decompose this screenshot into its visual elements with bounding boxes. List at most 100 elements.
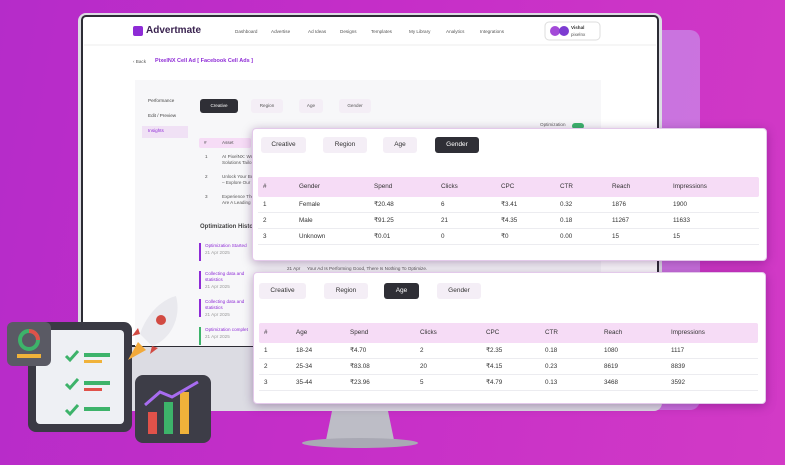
tab[interactable]: Creative [261, 137, 306, 153]
nav-item[interactable]: My Library [409, 29, 431, 34]
history-label: Collecting data and [205, 271, 245, 276]
header-cell: Clicks [420, 329, 437, 336]
tab[interactable]: Region [251, 99, 283, 113]
back-link[interactable]: ‹ Back [133, 59, 147, 64]
asset-text: Solutions Tailo [222, 160, 252, 165]
tab[interactable]: Age [383, 137, 417, 153]
tab[interactable]: Age [299, 99, 323, 113]
table-cell: 2 [264, 363, 268, 370]
header-cell: Spend [374, 183, 393, 190]
sidebar-active [142, 126, 188, 138]
history-bar [199, 327, 201, 345]
sidebar-item[interactable]: Edit / Preview [148, 113, 177, 118]
row-divider [258, 228, 759, 229]
asset-text: Experience The [222, 194, 255, 199]
history-bar [199, 299, 201, 317]
asset-header-cell: # [204, 140, 207, 145]
header-cell: # [264, 329, 268, 336]
row-divider [258, 212, 759, 213]
table-cell: 3 [263, 233, 267, 240]
tab[interactable]: Creative [200, 99, 238, 113]
table-cell: 0.00 [560, 233, 573, 240]
asset-num: 1 [205, 154, 208, 159]
header-cell: Impressions [673, 183, 707, 190]
asset-text: AI PixelNX: Wo [222, 154, 254, 159]
table-cell: 0.23 [545, 363, 558, 370]
table-cell: 0.13 [545, 379, 558, 386]
table-cell: Female [299, 201, 320, 208]
nav-item[interactable]: Analytics [446, 29, 465, 34]
history-date: 21 Apr 2025 [205, 284, 230, 289]
nav-item[interactable]: Ad Ideas [308, 29, 327, 34]
header-cell: Clicks [441, 183, 458, 190]
history-bar [199, 243, 201, 261]
nav-item[interactable]: Advertise [271, 29, 291, 34]
history-title: Optimization Histo [200, 224, 253, 230]
table-cell: 8619 [604, 363, 619, 370]
history-text: Your Ad Is Performing Good, There Is Not… [307, 266, 428, 271]
header-cell: Age [296, 329, 308, 336]
table-cell: ₹0.01 [374, 233, 391, 240]
table-cell: 21 [441, 217, 449, 224]
header-cell: Gender [299, 183, 321, 190]
tab[interactable]: Creative [259, 283, 306, 299]
row-divider [259, 374, 758, 375]
user-name: Vishal [571, 25, 585, 30]
table-cell: ₹23.96 [350, 379, 370, 386]
optimization-label: Optimization [540, 122, 566, 127]
history-label: statistics [205, 305, 223, 310]
table-cell: 11267 [612, 217, 630, 224]
tab[interactable]: Gender [339, 99, 371, 113]
user-box [544, 21, 601, 41]
table-cell: 6 [441, 201, 445, 208]
table-card: Creative Region Age Gender # Age Spend Clicks CP… [253, 272, 766, 404]
table-cell: 15 [612, 233, 620, 240]
table-cell: Male [299, 217, 313, 224]
table-cell: 1117 [671, 347, 685, 354]
page-title: PixelNX Cell Ad [ Facebook Cell Ads ] [155, 58, 254, 64]
history-date: 21 Apr [287, 266, 301, 271]
tab[interactable]: Region [323, 137, 367, 153]
nav-item[interactable]: Templates [371, 29, 392, 34]
donut-icon [7, 322, 51, 366]
tab[interactable]: Gender [437, 283, 481, 299]
sidebar-item[interactable]: Insights [148, 128, 164, 133]
table-cell: ₹0 [501, 233, 509, 240]
tab[interactable]: Gender [435, 137, 479, 153]
table-cell: ₹4.35 [501, 217, 518, 224]
nav-item[interactable]: Designs [340, 29, 357, 34]
history-bar [199, 271, 201, 289]
sidebar-item[interactable]: Performance [148, 98, 175, 103]
table-cell: 1080 [604, 347, 619, 354]
table-header [259, 323, 758, 343]
header-cell: Reach [612, 183, 631, 190]
table-cell: 2 [420, 347, 424, 354]
table-cell: ₹83.08 [350, 363, 370, 370]
logo: Advertmate [146, 25, 202, 36]
table-cell: ₹4.79 [486, 379, 503, 386]
table-cell: 5 [420, 379, 424, 386]
history-label: Optimization complet [205, 327, 248, 332]
table-cell: 35-44 [296, 379, 313, 386]
nav-item[interactable]: Integrations [480, 29, 505, 34]
table-cell: 0.32 [560, 201, 573, 208]
asset-num: 2 [205, 174, 208, 179]
header-cell: CPC [486, 329, 500, 336]
table-cell: ₹91.25 [374, 217, 394, 224]
nav-item[interactable]: Dashboard [235, 29, 258, 34]
header-cell: # [263, 183, 267, 190]
table-cell: ₹4.70 [350, 347, 367, 354]
tab[interactable]: Region [324, 283, 368, 299]
asset-num: 3 [205, 194, 208, 199]
table-cell: 1876 [612, 201, 627, 208]
toggle [572, 123, 584, 129]
rocket-icon [128, 296, 178, 360]
tablet-icon [28, 322, 132, 432]
header-cell: Reach [604, 329, 623, 336]
tab[interactable]: Age [384, 283, 419, 299]
row-divider [259, 390, 758, 391]
table-cell: 1 [263, 201, 267, 208]
asset-text: – Explore Our [222, 180, 251, 185]
table-cell: ₹2.35 [486, 347, 503, 354]
asset-text: Unlock Your Bu [222, 174, 254, 179]
